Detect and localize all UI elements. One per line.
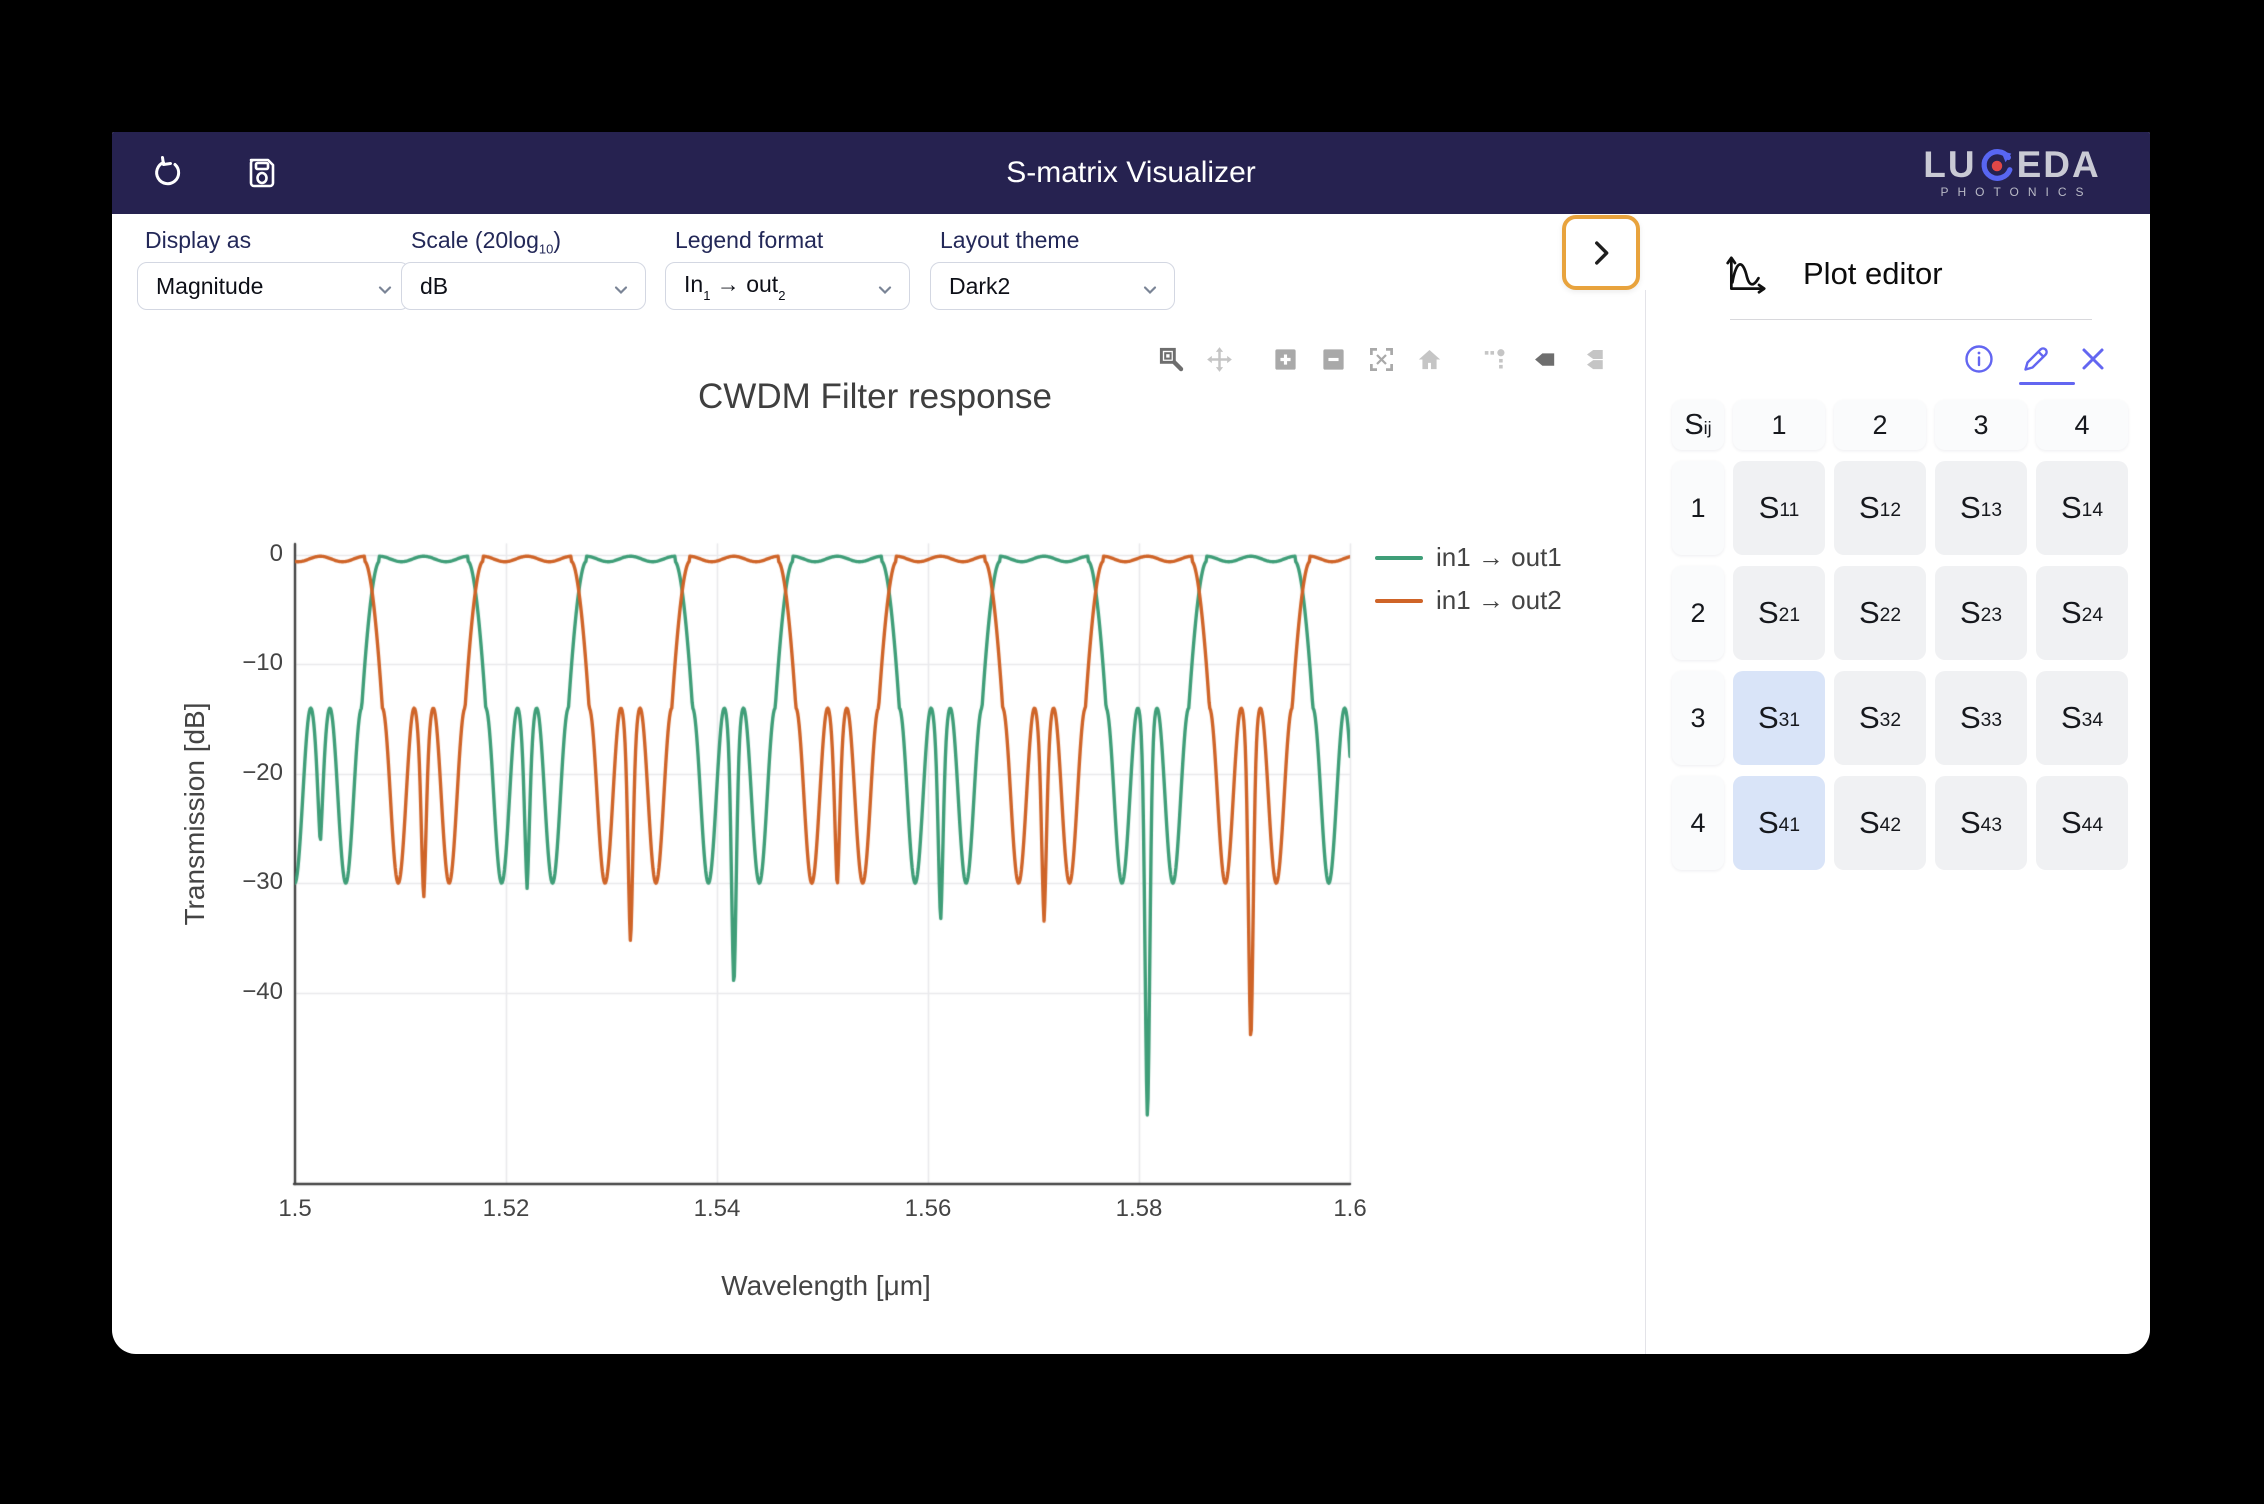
chevron-down-icon xyxy=(376,278,394,296)
matrix-col-header-1[interactable]: 1 xyxy=(1733,400,1825,450)
save-icon[interactable] xyxy=(244,155,280,191)
y-tick-label: −10 xyxy=(242,649,283,677)
matrix-cell-s21[interactable]: S 21 xyxy=(1733,566,1825,660)
x-tick-label: 1.56 xyxy=(904,1195,952,1222)
legend-item-out2[interactable]: in1 → out2 xyxy=(1375,579,1562,622)
legend-label: in1 → out2 xyxy=(1436,585,1562,615)
info-icon[interactable] xyxy=(1962,342,1996,376)
matrix-col-header-4[interactable]: 4 xyxy=(2036,400,2128,450)
matrix-col-header-2[interactable]: 2 xyxy=(1834,400,1926,450)
x-tick-label: 1.52 xyxy=(482,1195,530,1222)
y-tick-label: −40 xyxy=(242,977,283,1005)
display-as-select[interactable]: Magnitude xyxy=(137,262,410,310)
y-tick-label: 0 xyxy=(269,539,283,567)
undo-icon[interactable] xyxy=(150,155,186,191)
chart-legend: in1 → out1 in1 → out2 xyxy=(1375,536,1562,622)
legend-label: in1 → out1 xyxy=(1436,542,1562,572)
plot-editor-icon xyxy=(1726,256,1766,294)
x-tick-label: 1.54 xyxy=(693,1195,741,1222)
legend-format-label: Legend format xyxy=(675,227,824,253)
x-axis-title: Wavelength [μm] xyxy=(721,1270,931,1301)
matrix-cell-s34[interactable]: S 34 xyxy=(2036,671,2128,765)
legend-line-swatch xyxy=(1375,598,1423,603)
panel-divider-vertical xyxy=(1645,290,1646,1354)
panel-header-divider xyxy=(1730,319,2092,320)
edit-pencil-icon[interactable] xyxy=(2019,342,2053,376)
chevron-down-icon xyxy=(876,278,894,296)
close-icon[interactable] xyxy=(2076,342,2110,376)
y-tick-label: −30 xyxy=(242,868,283,896)
plot-editor-title: Plot editor xyxy=(1803,256,1943,291)
matrix-cell-s33[interactable]: S 33 xyxy=(1935,671,2027,765)
app-header: S-matrix Visualizer LU EDA PHOTONICS xyxy=(112,132,2150,214)
matrix-cell-s11[interactable]: S 11 xyxy=(1733,461,1825,555)
y-tick-label: −20 xyxy=(242,758,283,786)
display-as-label: Display as xyxy=(145,227,252,253)
matrix-cell-s24[interactable]: S 24 xyxy=(2036,566,2128,660)
y-axis-title: Transmission [dB] xyxy=(179,702,210,926)
matrix-cell-s32[interactable]: S 32 xyxy=(1834,671,1926,765)
legend-format-select[interactable]: In1 → out2 xyxy=(665,262,910,310)
legend-item-out1[interactable]: in1 → out1 xyxy=(1375,536,1562,579)
matrix-cell-s43[interactable]: S 43 xyxy=(1935,776,2027,870)
page-title: S-matrix Visualizer xyxy=(1006,156,1256,189)
matrix-row-header-1[interactable]: 1 xyxy=(1672,461,1724,555)
plot-canvas[interactable] xyxy=(112,332,1645,1354)
scale-select[interactable]: dB xyxy=(401,262,646,310)
logo-c-arrow-icon xyxy=(1978,147,2016,185)
app-window: S-matrix Visualizer LU EDA PHOTONICS Dis… xyxy=(112,132,2150,1354)
matrix-cell-s12[interactable]: S 12 xyxy=(1834,461,1926,555)
layout-theme-select[interactable]: Dark2 xyxy=(930,262,1175,310)
logo-subtext: PHOTONICS xyxy=(1940,185,2093,199)
matrix-cell-s14[interactable]: S 14 xyxy=(2036,461,2128,555)
panel-toolbar xyxy=(1962,342,2133,376)
x-tick-label: 1.58 xyxy=(1115,1195,1163,1222)
logo-text-eda: EDA xyxy=(2016,144,2101,185)
matrix-cell-s31[interactable]: S 31 xyxy=(1733,671,1825,765)
matrix-row-header-3[interactable]: 3 xyxy=(1672,671,1724,765)
matrix-cell-s22[interactable]: S 22 xyxy=(1834,566,1926,660)
edit-tab-active-underline xyxy=(2019,382,2075,385)
x-tick-label: 1.6 xyxy=(1333,1195,1367,1222)
matrix-cell-s13[interactable]: S 13 xyxy=(1935,461,2027,555)
matrix-row-header-2[interactable]: 2 xyxy=(1672,566,1724,660)
collapse-panel-button[interactable] xyxy=(1562,215,1640,290)
matrix-cell-s23[interactable]: S 23 xyxy=(1935,566,2027,660)
scale-label: Scale (20log10) xyxy=(411,227,561,257)
chevron-right-icon xyxy=(1595,240,1609,265)
legend-line-swatch xyxy=(1375,555,1423,560)
luceda-logo: LU EDA PHOTONICS xyxy=(1902,146,2122,202)
logo-text-lu: LU xyxy=(1923,144,1977,185)
chart-title: CWDM Filter response xyxy=(698,377,1052,416)
plot-editor-header: Plot editor xyxy=(1723,250,1943,298)
x-tick-label: 1.5 xyxy=(278,1195,312,1222)
matrix-cell-s42[interactable]: S 42 xyxy=(1834,776,1926,870)
matrix-col-header-3[interactable]: 3 xyxy=(1935,400,2027,450)
chevron-down-icon xyxy=(612,278,630,296)
matrix-cell-s41[interactable]: S 41 xyxy=(1733,776,1825,870)
layout-theme-label: Layout theme xyxy=(940,227,1080,253)
matrix-cell-s44[interactable]: S 44 xyxy=(2036,776,2128,870)
matrix-row-header-4[interactable]: 4 xyxy=(1672,776,1724,870)
chevron-down-icon xyxy=(1141,278,1159,296)
